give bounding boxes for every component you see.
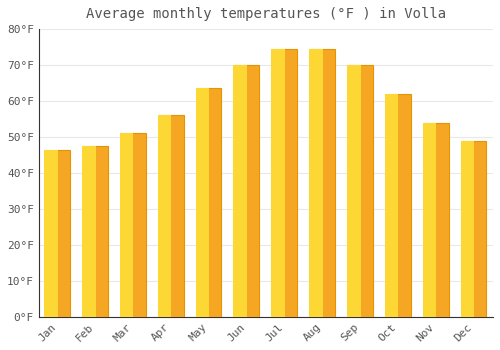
Bar <box>234 65 247 317</box>
Bar <box>234 65 260 317</box>
Bar <box>462 141 486 317</box>
Bar <box>158 116 172 317</box>
Bar <box>84 146 108 317</box>
Bar <box>121 133 146 317</box>
Bar <box>82 146 96 317</box>
Bar <box>385 94 398 317</box>
Bar <box>347 65 360 317</box>
Bar <box>120 133 134 317</box>
Bar <box>424 122 448 317</box>
Bar <box>422 122 436 317</box>
Bar <box>310 49 335 317</box>
Bar <box>196 89 209 317</box>
Bar <box>460 141 474 317</box>
Bar <box>272 49 297 317</box>
Bar <box>159 116 184 317</box>
Bar <box>46 149 70 317</box>
Bar <box>309 49 322 317</box>
Bar <box>197 89 222 317</box>
Bar <box>386 94 410 317</box>
Title: Average monthly temperatures (°F ) in Volla: Average monthly temperatures (°F ) in Vo… <box>86 7 446 21</box>
Bar <box>348 65 373 317</box>
Bar <box>44 149 58 317</box>
Bar <box>272 49 285 317</box>
